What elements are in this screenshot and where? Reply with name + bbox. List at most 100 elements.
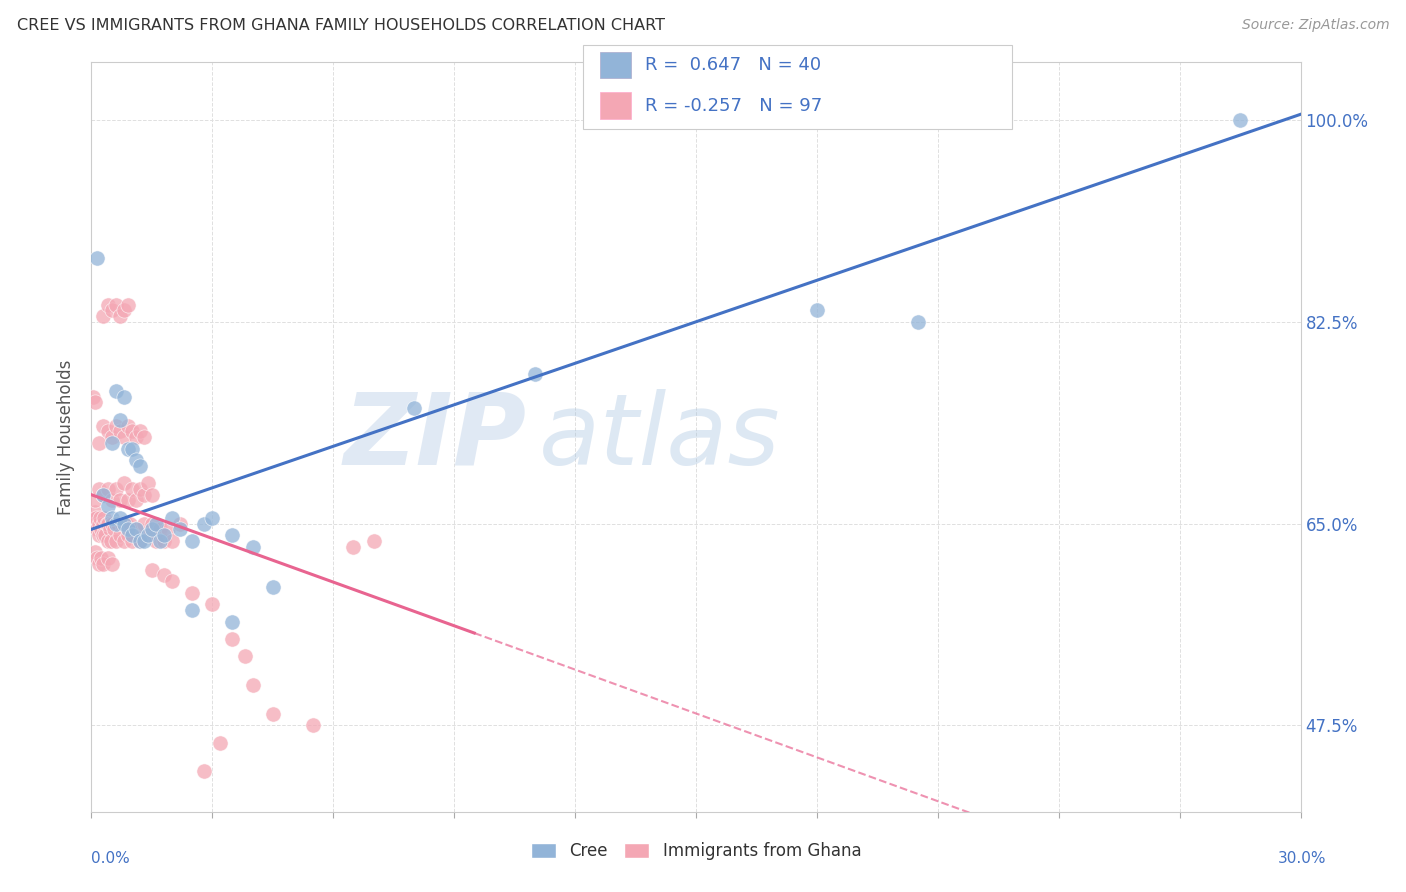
Point	[117, 522, 139, 536]
Point	[117, 418, 139, 433]
Point	[302, 718, 325, 732]
Point	[125, 522, 148, 536]
Point	[242, 678, 264, 692]
Point	[90, 551, 112, 566]
Point	[221, 632, 243, 646]
Point	[104, 533, 127, 548]
Point	[93, 488, 115, 502]
Text: R = -0.257   N = 97: R = -0.257 N = 97	[645, 97, 823, 115]
Point	[100, 303, 122, 318]
Point	[128, 533, 150, 548]
Point	[117, 493, 139, 508]
Point	[83, 545, 105, 559]
Point	[96, 516, 118, 531]
Point	[100, 493, 122, 508]
Point	[100, 557, 122, 571]
Point	[169, 522, 191, 536]
Point	[181, 603, 204, 617]
Text: atlas: atlas	[538, 389, 780, 485]
Point	[201, 597, 224, 611]
Point	[806, 303, 828, 318]
Point	[125, 522, 148, 536]
Point	[209, 735, 232, 749]
Point	[100, 516, 122, 531]
Text: 0.0%: 0.0%	[91, 851, 131, 865]
Point	[141, 563, 163, 577]
Point	[96, 551, 118, 566]
Point	[93, 309, 115, 323]
Point	[128, 458, 150, 473]
Point	[141, 488, 163, 502]
Point	[108, 528, 131, 542]
Point	[121, 482, 143, 496]
Point	[169, 516, 191, 531]
Point	[153, 568, 176, 582]
Point	[100, 435, 122, 450]
Point	[160, 533, 183, 548]
Point	[149, 533, 172, 548]
Point	[114, 516, 136, 531]
Point	[93, 510, 115, 524]
Point	[121, 528, 143, 542]
Point	[89, 557, 111, 571]
Point	[96, 500, 118, 514]
Point	[141, 522, 163, 536]
Point	[402, 401, 425, 416]
Point	[100, 430, 122, 444]
Text: 30.0%: 30.0%	[1278, 851, 1326, 865]
Point	[262, 706, 284, 721]
Point	[82, 510, 104, 524]
Point	[94, 528, 117, 542]
Point	[128, 533, 150, 548]
Point	[91, 516, 114, 531]
Point	[132, 488, 155, 502]
Point	[100, 510, 122, 524]
Point	[156, 522, 179, 536]
Point	[82, 390, 104, 404]
Point	[117, 528, 139, 542]
Point	[96, 482, 118, 496]
Point	[125, 453, 148, 467]
Point	[112, 390, 135, 404]
Point	[117, 297, 139, 311]
Point	[93, 488, 115, 502]
Point	[86, 551, 108, 566]
Point	[221, 615, 243, 629]
Point	[121, 533, 143, 548]
Point	[745, 845, 768, 859]
Point	[108, 309, 131, 323]
Point	[83, 505, 105, 519]
Point	[84, 395, 107, 409]
Point	[121, 425, 143, 439]
Point	[117, 442, 139, 456]
Point	[1229, 113, 1251, 128]
Point	[93, 557, 115, 571]
Point	[84, 493, 107, 508]
Text: R =  0.647   N = 40: R = 0.647 N = 40	[645, 56, 821, 74]
Point	[84, 510, 107, 524]
Point	[363, 533, 385, 548]
Point	[141, 516, 163, 531]
Point	[104, 516, 127, 531]
Point	[104, 297, 127, 311]
Point	[160, 510, 183, 524]
Point	[128, 482, 150, 496]
Point	[96, 297, 118, 311]
Point	[145, 533, 167, 548]
Point	[132, 430, 155, 444]
Point	[93, 528, 115, 542]
Point	[160, 574, 183, 589]
Point	[112, 516, 135, 531]
Point	[96, 533, 118, 548]
Text: ZIP: ZIP	[343, 389, 527, 485]
Point	[342, 540, 364, 554]
Point	[145, 516, 167, 531]
Point	[96, 425, 118, 439]
Point	[112, 476, 135, 491]
Point	[87, 516, 110, 531]
Point	[84, 516, 107, 531]
Point	[262, 580, 284, 594]
Point	[104, 384, 127, 398]
Point	[907, 315, 929, 329]
Point	[100, 533, 122, 548]
